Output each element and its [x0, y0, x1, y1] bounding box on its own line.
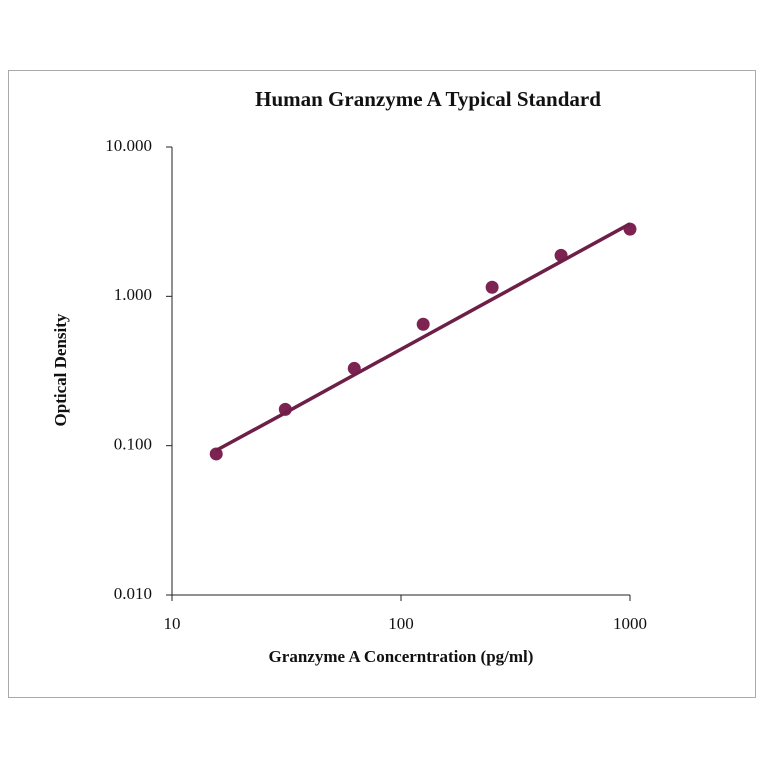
y-tick-label: 0.010 [114, 584, 152, 603]
y-tick-label: 10.000 [105, 136, 152, 155]
data-point [485, 280, 499, 294]
y-tick-label: 1.000 [114, 285, 152, 304]
y-tick-label: 0.100 [114, 435, 152, 454]
x-tick-label: 10 [164, 614, 181, 633]
frame [8, 70, 756, 698]
x-tick-label: 1000 [613, 614, 647, 633]
data-point [416, 317, 430, 331]
fit-line [215, 222, 631, 452]
chart-title: Human Granzyme A Typical Standard [255, 87, 601, 111]
x-tick-label: 100 [388, 614, 414, 633]
y-axis-label: Optical Density [51, 313, 70, 426]
x-axis-label: Granzyme A Concerntration (pg/ml) [269, 647, 534, 666]
data-point [209, 447, 223, 461]
